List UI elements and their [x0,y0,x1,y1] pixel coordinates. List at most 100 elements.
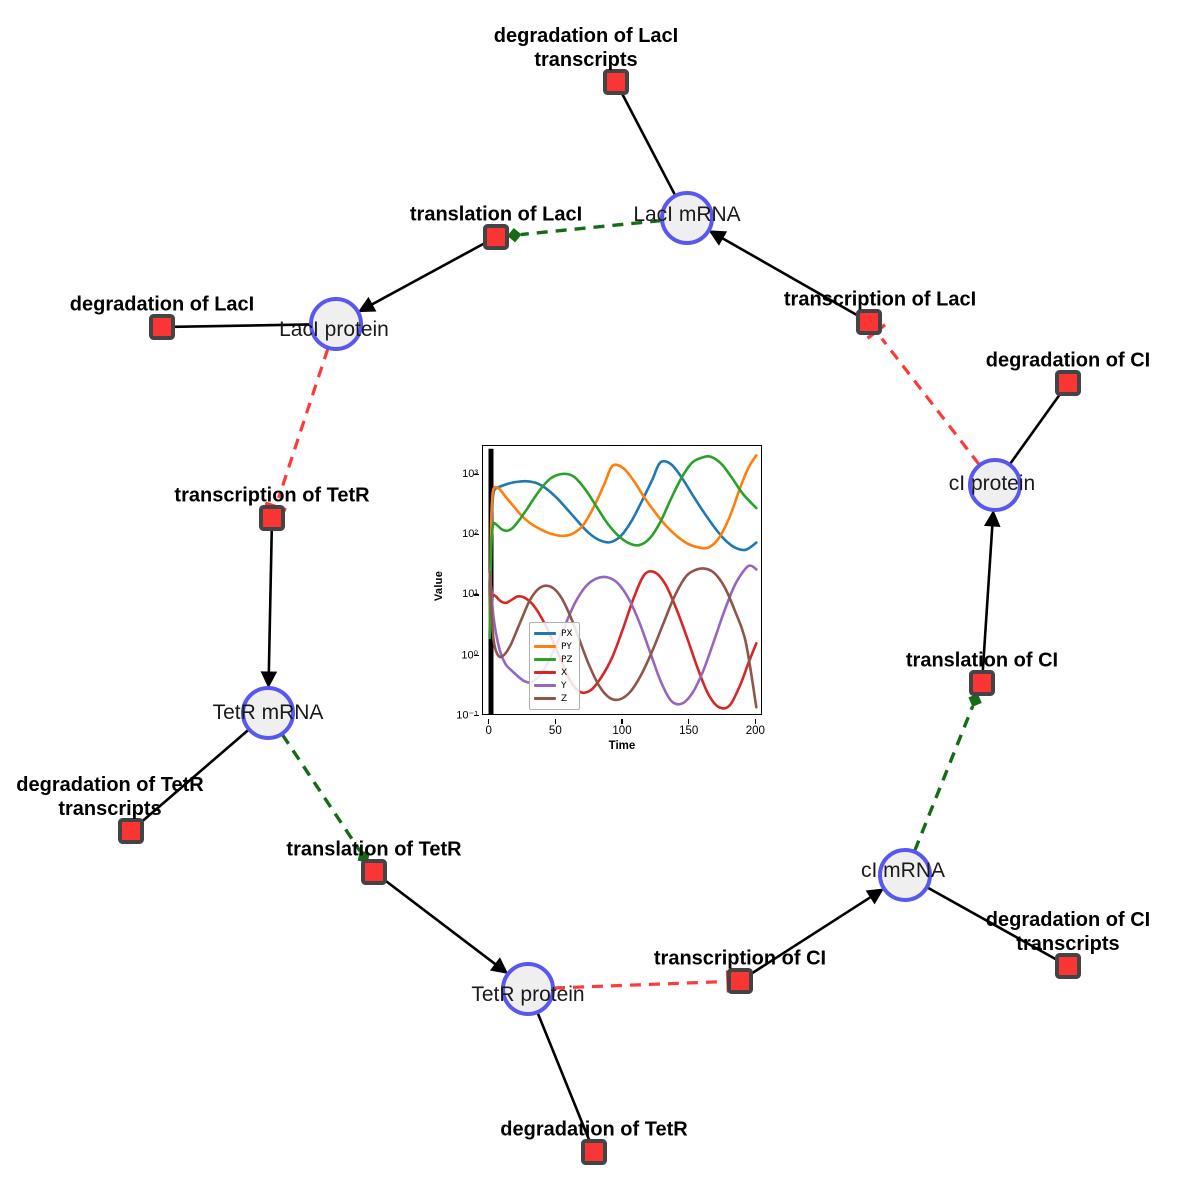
legend-label: Z [561,693,568,704]
reaction-label-transcr_ci: transcription of CI [653,947,827,970]
chart-y-tick-label: 10¹ [462,588,478,601]
species-node-tetr_mrna[interactable] [241,686,295,740]
edge-substrate [927,886,1059,962]
species-node-laci_protein[interactable] [309,297,363,351]
reaction-label-transl_ci: translation of CI [905,649,1059,672]
edge-inhibition [880,337,981,466]
chart-x-tick-label: 200 [745,725,765,737]
edge-inhibition [553,980,720,990]
reaction-label-transl_laci: translation of LacI [409,203,583,226]
arrowhead-triangle-icon [983,509,1001,527]
reaction-node-deg_tetr[interactable] [581,1139,607,1165]
chart-series-PX [488,459,758,639]
chart-x-axis-label: Time [608,740,636,752]
reaction-node-transcr_laci[interactable] [856,309,882,335]
reaction-node-transcr_tetr[interactable] [259,505,285,531]
legend-label: X [561,667,568,678]
chart-legend: PX PY PZ X Y Z [529,622,580,710]
edge-inhibition [277,348,330,499]
arrowhead-triangle-icon [489,957,509,974]
reaction-node-transl_laci[interactable] [483,224,509,250]
legend-swatch-icon [534,684,556,687]
chart-series-PY [488,454,758,639]
arrowhead-triangle-icon [865,888,885,905]
edge-product [721,237,860,318]
chart-y-tick-label: 10⁰ [461,649,478,662]
edge-substrate [173,323,311,329]
chart-x-tickmark [621,719,623,724]
reaction-label-deg_tetr: degradation of TetR [500,1118,688,1141]
chart-x-ticks: 0 50 100 150 200 [482,719,765,739]
legend-item-PY: PY [534,640,573,653]
arrowhead-diamond-icon [968,693,982,707]
chart-series-layer [488,448,758,714]
reaction-node-transcr_ci[interactable] [727,968,753,994]
timecourse-chart-inset: Value 10⁻¹ 10⁰ 10¹ 10² 10³ PX PY PZ X Y Z 0 50 100 1… [433,435,770,760]
arrowhead-triangle-icon [357,296,377,313]
legend-item-PX: PX [534,627,573,640]
edge-activation [520,218,662,237]
legend-label: PX [561,628,573,639]
reaction-label-deg_ci: degradation of CI [985,349,1151,372]
reaction-node-deg_laci_transcripts[interactable] [603,69,629,95]
chart-series-PZ [488,454,758,639]
chart-y-tickmark [474,534,479,536]
legend-swatch-icon [534,671,556,674]
chart-x-tick-label: 100 [612,725,632,737]
edge-substrate [536,1012,591,1142]
chart-y-tick-label: 10³ [462,467,478,480]
edge-substrate [620,92,677,196]
chart-x-tick-label: 50 [548,725,562,737]
reaction-label-transl_tetr: translation of TetR [286,838,462,861]
edge-product [371,241,487,306]
edge-substrate [1009,392,1063,465]
reaction-label-deg_tetr_transcripts: degradation of TetR transcripts [16,773,204,820]
reaction-label-transcr_laci: transcription of LacI [783,288,977,311]
reaction-node-deg_laci[interactable] [149,314,175,340]
reaction-node-deg_ci_transcripts[interactable] [1055,953,1081,979]
legend-item-Z: Z [534,692,573,705]
chart-series-X [488,570,758,710]
edge-activation [281,733,362,853]
legend-swatch-icon [534,632,556,635]
reaction-label-deg_laci_transcripts: degradation of LacI transcripts [493,24,679,71]
legend-label: PZ [561,654,573,665]
arrowhead-diamond-icon [507,227,522,243]
legend-swatch-icon [534,645,556,648]
species-node-tetr_protein[interactable] [501,962,555,1016]
chart-y-tick-label: 10² [462,528,478,541]
edge-activation [913,705,975,852]
legend-label: PY [561,641,572,652]
reaction-node-deg_tetr_transcripts[interactable] [118,818,144,844]
species-node-laci_mrna[interactable] [660,191,714,245]
reaction-node-transl_ci[interactable] [969,670,995,696]
legend-item-X: X [534,666,573,679]
edge-product [981,525,994,672]
legend-swatch-icon [534,697,556,700]
chart-y-tick-label: 10⁻¹ [456,709,478,722]
edge-product [267,529,274,673]
chart-y-tickmark [474,654,479,656]
legend-swatch-icon [534,658,556,661]
reaction-node-deg_ci[interactable] [1055,370,1081,396]
chart-plot-area: PX PY PZ X Y Z [482,445,762,715]
arrowhead-triangle-icon [708,230,728,246]
species-node-ci_mrna[interactable] [878,848,932,902]
edge-product [382,878,497,966]
chart-y-tickmark [474,715,479,717]
chart-series-Z [488,567,758,709]
species-node-ci_protein[interactable] [968,458,1022,512]
chart-x-tickmark [554,719,557,724]
chart-y-tickmark [474,473,479,476]
edge-product [749,896,872,976]
reaction-label-transcr_tetr: transcription of TetR [174,484,370,507]
legend-item-Y: Y [534,679,573,692]
reaction-node-transl_tetr[interactable] [361,859,387,885]
edge-substrate [139,728,250,825]
chart-y-tickmark [474,594,479,596]
reaction-label-deg_ci_transcripts: degradation of CI transcripts [985,908,1151,955]
reaction-label-deg_laci: degradation of LacI [69,293,255,316]
legend-label: Y [561,680,567,691]
